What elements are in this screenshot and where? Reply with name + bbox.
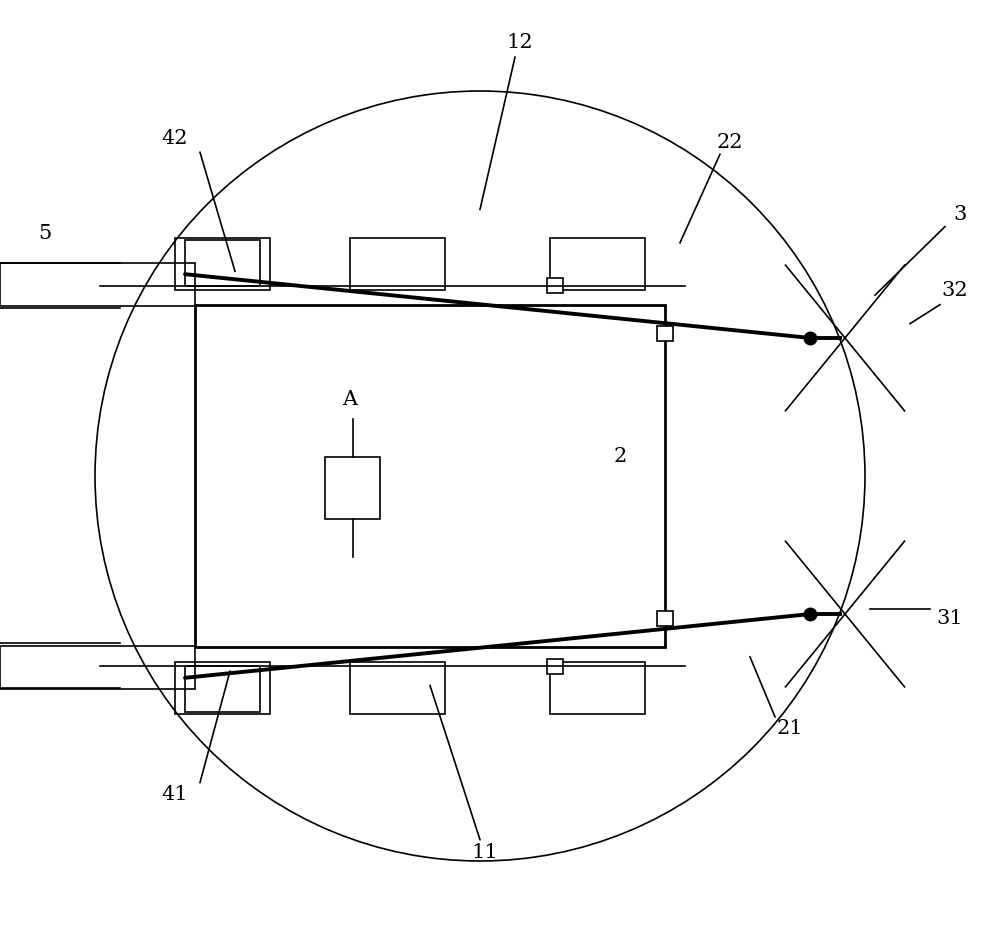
Text: 42: 42 (162, 129, 188, 148)
Bar (0, 263, 195, 306)
Bar (175, 238, 270, 290)
Text: 12: 12 (507, 33, 533, 52)
Bar (185, 666, 260, 712)
Text: 22: 22 (717, 133, 743, 152)
Bar (185, 240, 260, 286)
Bar (547, 659, 563, 674)
Text: 2: 2 (613, 447, 627, 466)
Text: A: A (342, 390, 358, 409)
Text: 11: 11 (472, 843, 498, 862)
Bar (350, 662, 445, 714)
Bar (657, 326, 673, 341)
Bar (550, 662, 645, 714)
Text: 21: 21 (777, 719, 803, 738)
Bar (325, 457, 380, 519)
Bar (195, 305, 665, 647)
Bar (550, 238, 645, 290)
Text: 5: 5 (38, 224, 52, 243)
Text: 41: 41 (162, 785, 188, 804)
Text: 31: 31 (937, 609, 963, 628)
Bar (350, 238, 445, 290)
Bar (547, 278, 563, 293)
Text: 3: 3 (953, 205, 967, 224)
Bar (175, 662, 270, 714)
Bar (657, 611, 673, 626)
Bar (0, 646, 195, 689)
Text: 32: 32 (942, 281, 968, 300)
